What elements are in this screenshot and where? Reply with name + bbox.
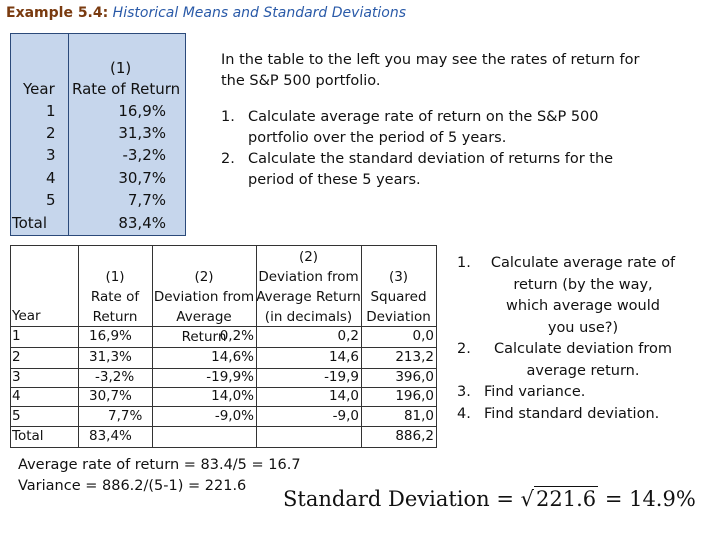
table-row-rate: 7,7%	[127, 191, 166, 209]
table-row-dev-pct: 14,0%	[211, 388, 254, 404]
total-label: Total	[12, 428, 44, 444]
table-row-rate: 30,7%	[118, 169, 166, 187]
std-dev-formula: Standard Deviation = √221.6 = 14.9%	[283, 486, 696, 511]
intro-text: In the table to the left you may see the…	[221, 52, 640, 89]
average-calculation: Average rate of return = 83.4/5 = 16.7	[18, 457, 301, 473]
calculation-block: Average rate of return = 83.4/5 = 16.7 V…	[18, 455, 301, 497]
table-row-year: 3	[46, 146, 56, 164]
table-row-dev-pct: 14,6%	[211, 349, 254, 365]
table-row-sq: 0,0	[412, 328, 434, 344]
page-title: Example 5.4: Historical Means and Standa…	[6, 5, 406, 21]
table-row-rate: 31,3%	[118, 124, 166, 142]
list-item: 4. Find standard deviation.	[457, 405, 660, 422]
table-row-year: 3	[12, 369, 21, 385]
table-row-sq: 81,0	[403, 408, 434, 424]
table-row-year: 2	[46, 124, 56, 142]
example-number: Example 5.4:	[6, 5, 109, 21]
total-squared: 886,2	[395, 428, 434, 444]
table-row-dev-pct: -9,0%	[214, 408, 254, 424]
table-row-year: 5	[46, 191, 56, 209]
total-label: Total	[12, 214, 48, 232]
table-row-dev-dec: 14,6	[328, 349, 359, 365]
table-row-sq: 396,0	[395, 369, 434, 385]
table-row-rate: 16,9%	[89, 328, 132, 344]
sqrt-symbol: √	[520, 487, 535, 511]
table-row-rate: -3,2%	[95, 369, 135, 385]
steps-list: 1. Calculate average rate of return (by …	[457, 253, 682, 425]
deviation-percent-header: (2) Deviation from Average Return	[153, 269, 255, 345]
table-row-rate: 31,3%	[89, 349, 132, 365]
rate-column	[69, 33, 186, 236]
question-list: 1. Calculate average rate of return on t…	[221, 107, 641, 191]
table-row-year: 1	[46, 102, 56, 120]
table-row-dev-pct: 0,2%	[219, 328, 254, 344]
example-subtitle: Historical Means and Standard Deviations	[112, 5, 407, 21]
list-item: 1. Calculate average rate of return (by …	[457, 255, 676, 336]
list-item: 3. Find variance.	[457, 384, 586, 400]
table-row-rate: 30,7%	[89, 388, 132, 404]
table-row-year: 1	[12, 328, 21, 344]
variance-calculation: Variance = 886.2/(5-1) = 221.6	[18, 478, 247, 494]
deviation-table: Year (1) Rate of Return (2) Deviation from A…	[10, 245, 437, 448]
radicand: 221.6	[534, 486, 599, 511]
total-rate: 83,4%	[89, 428, 132, 444]
table-row-dev-pct: -19,9%	[206, 369, 254, 385]
returns-table: (1) Year Rate of Return 1 16,9% 2 31,3% …	[10, 33, 186, 236]
rate-header-number: (1)	[110, 59, 132, 77]
rate-header: (1) Rate of Return	[90, 269, 140, 325]
table-row-rate: 7,7%	[108, 408, 143, 424]
table-row-dev-dec: -19,9	[324, 369, 359, 385]
list-item: 2. Calculate the standard deviation of r…	[221, 151, 614, 188]
deviation-decimal-header: (2) Deviation from Average Return (in decim…	[256, 249, 361, 325]
table-row-year: 4	[12, 388, 21, 404]
rate-header: Rate of Return	[72, 80, 181, 98]
table-row-year: 4	[46, 169, 56, 187]
list-item: 2. Calculate deviation from average retu…	[457, 341, 673, 379]
table-row-dev-dec: 14,0	[328, 388, 359, 404]
year-column	[10, 33, 69, 236]
year-header: Year	[23, 80, 55, 98]
table-row-dev-dec: -9,0	[332, 408, 359, 424]
table-row-year: 2	[12, 349, 21, 365]
year-header: Year	[12, 308, 41, 324]
table-row-dev-dec: 0,2	[337, 328, 359, 344]
table-row-rate: 16,9%	[118, 102, 166, 120]
table-row-sq: 196,0	[395, 388, 434, 404]
total-value: 83,4%	[118, 214, 166, 232]
squared-deviation-header: (3) Squared Deviation	[366, 269, 431, 325]
table-row-sq: 213,2	[395, 349, 434, 365]
list-item: 1. Calculate average rate of return on t…	[221, 109, 599, 146]
table-row-year: 5	[12, 408, 21, 424]
table-row-rate: -3,2%	[122, 146, 166, 164]
